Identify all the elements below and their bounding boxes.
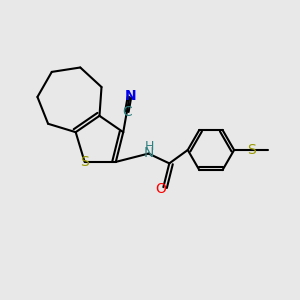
Text: H: H [144,140,154,153]
Text: O: O [156,182,167,196]
Text: N: N [143,146,154,160]
Text: N: N [125,88,137,103]
Text: S: S [80,155,88,170]
Text: S: S [248,143,256,157]
Text: C: C [122,105,132,119]
